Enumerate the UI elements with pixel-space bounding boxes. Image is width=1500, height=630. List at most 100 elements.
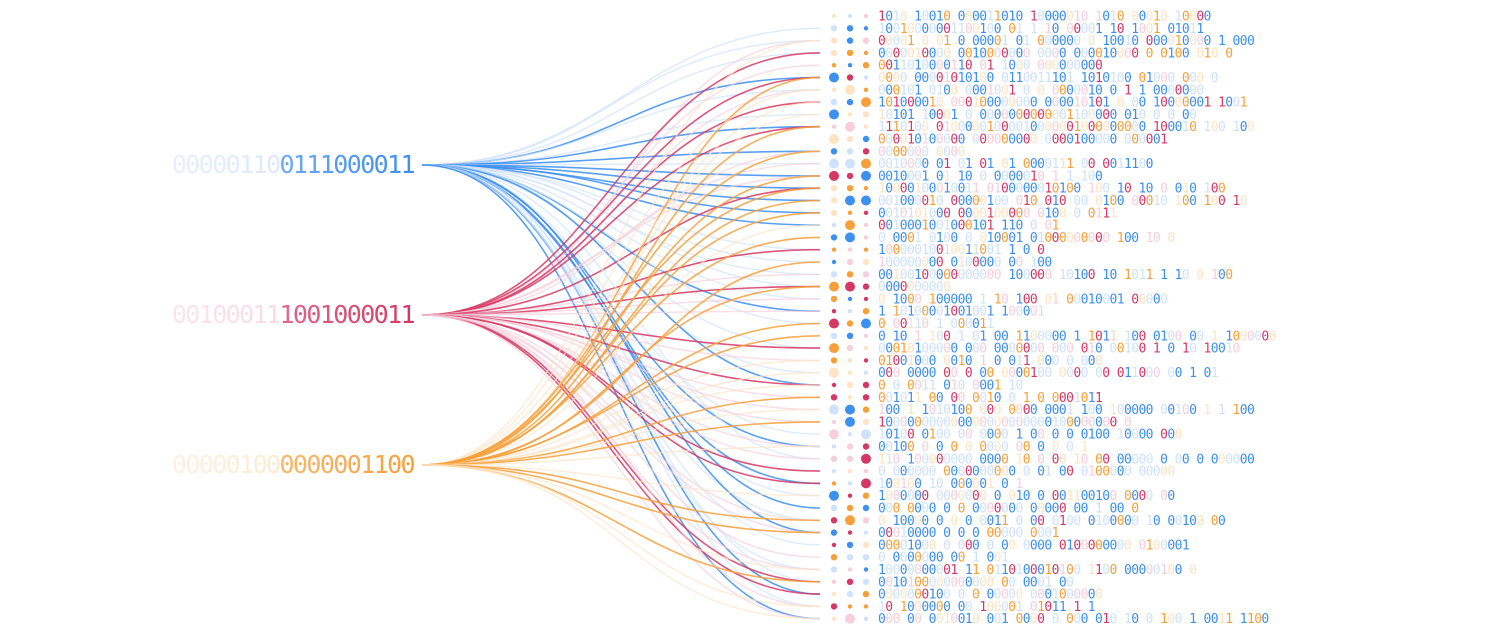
connection-curve [421, 164, 821, 485]
output-row-text: 101000010 000100000000 000010101 0 00 10… [878, 96, 1247, 111]
connection-curve [421, 39, 821, 166]
row-marker-dot [847, 468, 853, 474]
output-row-text: 000010100000 000000000 0000100000 000001 [878, 133, 1167, 148]
row-marker-dot [847, 493, 853, 498]
output-row-text: 100 1 1010100 000 0000 0001 100 100000 0… [878, 403, 1254, 418]
output-row-text: 10100 0100 00 0000 1 00 0 0 0100 10000 0… [878, 428, 1182, 443]
output-row-text: 000 0000 00 0 00 0000100 0000 00 011000 … [878, 366, 1218, 381]
output-rows: 1010 10010 000011010 10000010 1010 00010… [878, 10, 1276, 628]
connection-curve [421, 39, 821, 466]
row-marker-dot [846, 578, 854, 585]
row-marker-dot [862, 578, 870, 585]
row-marker-dot [829, 170, 839, 181]
row-marker-dot [847, 395, 853, 400]
output-row-text: 110 100000000 0000 10 0 00 10 00 00000 0… [878, 452, 1254, 467]
output-row-text: 0010100000000000 00 0001 00 [878, 575, 1073, 590]
row-marker-dot [862, 590, 870, 598]
row-marker-dot [847, 247, 853, 252]
connection-curve [421, 101, 821, 316]
output-row-text: 001011 00 00 0010 0 1 0 0001011 [878, 391, 1102, 406]
row-marker-dot [830, 49, 838, 57]
row-marker-dot [846, 185, 854, 192]
output-row-text: 1010 10010 000011010 10000010 1010 00010… [878, 10, 1211, 25]
row-marker-dot [831, 259, 837, 265]
row-marker-dot [829, 367, 839, 378]
row-marker-dot [847, 296, 853, 302]
output-row-text: 0 00110 1 000011 [878, 317, 994, 332]
connection-curve [421, 314, 821, 595]
row-marker-dot [862, 258, 870, 266]
row-marker-dot [831, 13, 837, 19]
row-marker-dot [845, 281, 855, 292]
connection-curve [421, 445, 821, 466]
row-marker-dot [862, 406, 870, 413]
row-marker-dot [830, 529, 838, 536]
row-marker-dot [863, 50, 869, 56]
row-marker-dot [831, 124, 837, 129]
connection-curve [421, 464, 821, 620]
row-marker-dot [829, 72, 839, 83]
row-marker-dot [863, 468, 869, 474]
row-marker-dot [830, 98, 838, 106]
row-marker-dot [831, 87, 837, 93]
row-marker-dot [846, 554, 854, 561]
connection-curve [421, 314, 821, 558]
connection-curve [421, 464, 821, 522]
connection-curve [421, 464, 821, 571]
row-marker-dot [862, 394, 870, 401]
row-marker-dot [829, 281, 839, 292]
output-row-text: 100000000000000000000000100000000 0 [878, 415, 1131, 430]
row-marker-dot [847, 481, 853, 486]
connection-curve [421, 310, 821, 316]
row-marker-dot [862, 271, 870, 278]
row-marker-dot [847, 567, 853, 572]
row-marker-dot [862, 61, 870, 69]
connection-curve [421, 175, 821, 466]
output-row-text: 1110100 01000001000010000001000000000 10… [878, 120, 1254, 135]
row-marker-dot [830, 554, 838, 561]
row-marker-dot [863, 26, 869, 31]
connection-curves [421, 27, 821, 620]
connection-curve [421, 187, 821, 316]
row-marker-dot [830, 603, 838, 610]
row-marker-dot [830, 517, 838, 524]
connection-curve [421, 52, 821, 316]
connection-curve [421, 164, 821, 460]
row-marker-dot [847, 62, 853, 68]
output-row-text: 100100 10 000001 0 1 [878, 477, 1023, 492]
row-marker-dot [831, 444, 837, 449]
row-marker-dot [863, 222, 869, 228]
row-marker-dot [846, 98, 854, 106]
output-row-text: 0010101000 0000100000 0100 0 0111 [878, 206, 1117, 221]
row-marker-dot [863, 333, 869, 338]
output-row-text: 0000010000 0010000000 0000 000010000 0 0… [878, 46, 1232, 61]
connection-curve [421, 27, 821, 166]
row-marker-dot [830, 197, 838, 204]
connection-curve [421, 164, 821, 571]
row-marker-dot [863, 13, 869, 19]
row-marker-dot [830, 37, 838, 44]
row-marker-dot [846, 381, 854, 389]
output-row-text: 10000100010011 0100000010100 100 10 10 0… [878, 182, 1225, 197]
row-marker-dot [846, 271, 854, 278]
row-marker-dot [845, 515, 855, 526]
row-marker-dot [845, 613, 855, 624]
row-marker-dot [847, 370, 853, 375]
row-marker-dot [829, 343, 839, 354]
row-marker-dot [861, 158, 871, 169]
connection-curve [421, 162, 821, 316]
row-marker-dot [863, 247, 869, 252]
row-marker-dot [830, 25, 838, 32]
row-marker-dot [831, 247, 837, 252]
row-marker-dot [831, 616, 837, 621]
connection-curve [421, 164, 821, 608]
output-row-text: 0000000100 0 0 00000 0001000000 [878, 588, 1102, 603]
connection-curve [421, 125, 821, 316]
output-row-text: 00010000 0 0 0 00000 0001 [878, 526, 1059, 541]
row-marker-dot [863, 530, 869, 535]
row-marker-dot [862, 418, 870, 426]
row-marker-dot [862, 111, 870, 118]
row-marker-dot [831, 542, 837, 548]
output-row-text: 10101 10001 0 0000000000001100000 010 0 … [878, 108, 1196, 123]
output-row-text: 0010001 01 10 0 0000010 1 1 100 [878, 169, 1102, 184]
